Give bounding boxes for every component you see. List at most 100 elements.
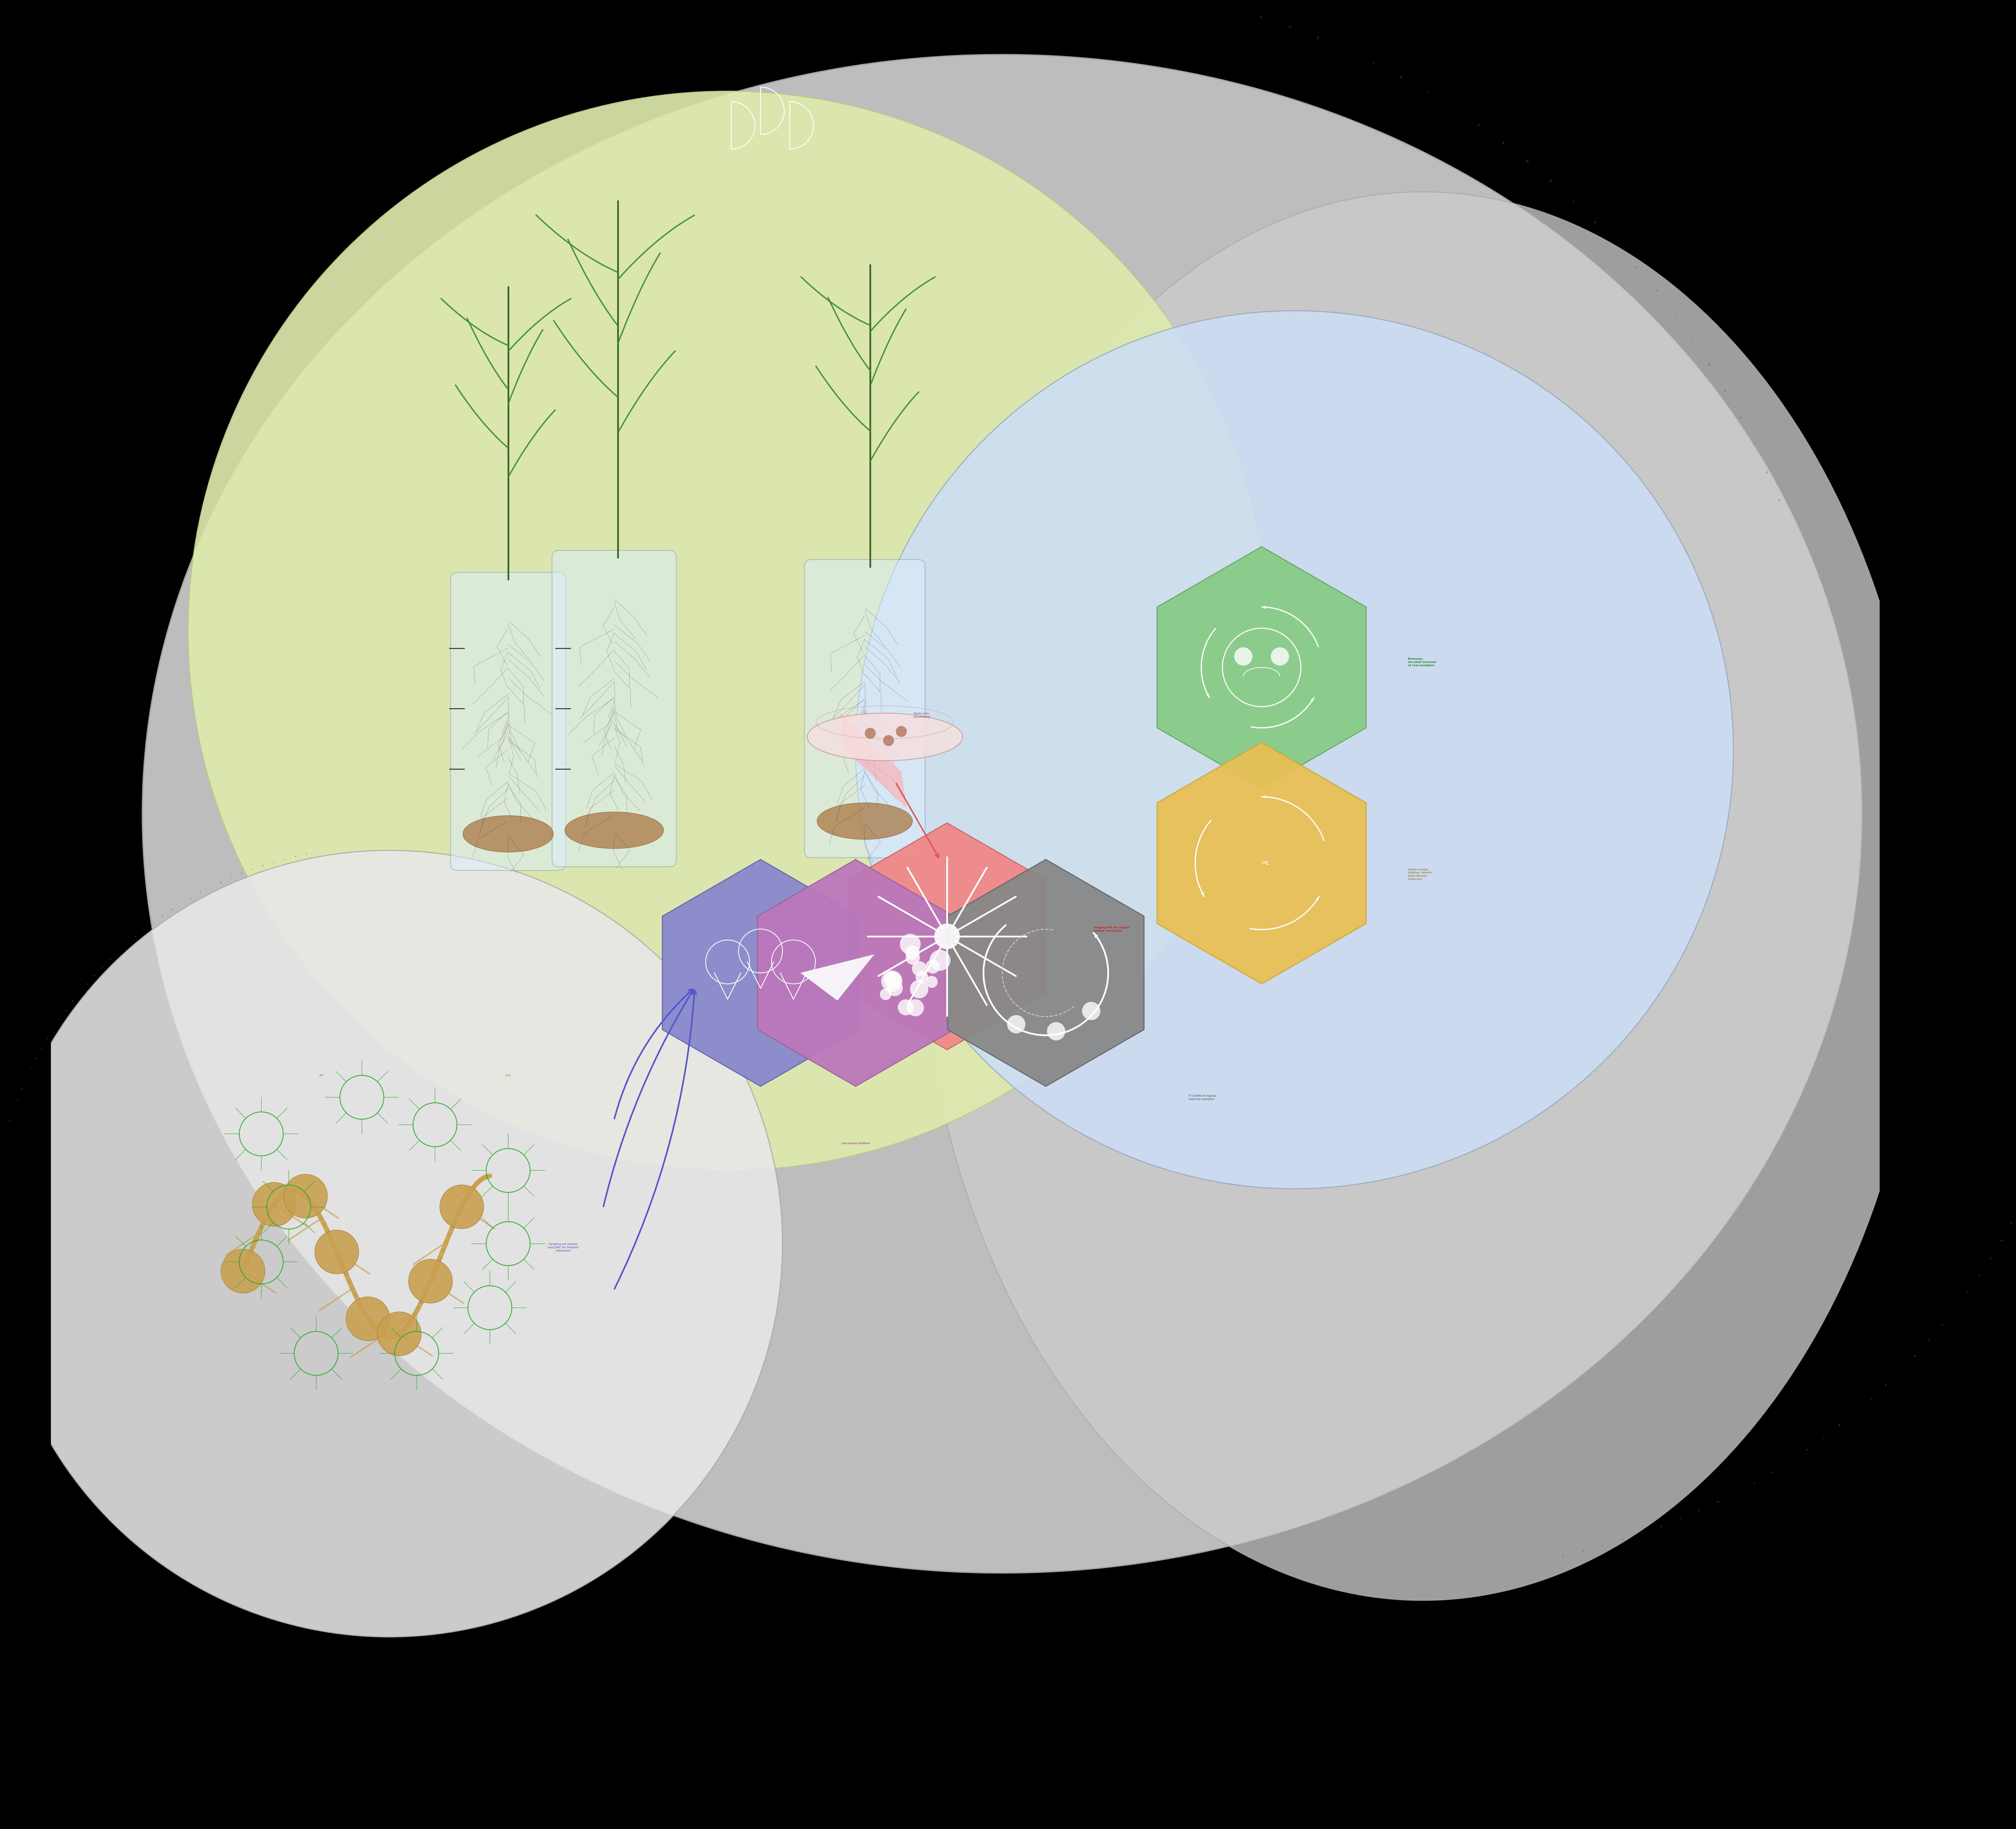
Text: s: s — [40, 1048, 42, 1050]
Text: f: f — [1373, 62, 1375, 64]
Circle shape — [915, 971, 927, 984]
Text: o: o — [87, 982, 89, 986]
Circle shape — [252, 1183, 296, 1227]
Text: b: b — [2000, 1238, 2002, 1242]
Circle shape — [439, 1185, 484, 1229]
Text: Imaging-MS for higher
spatial resolution: Imaging-MS for higher spatial resolution — [1093, 925, 1129, 933]
Circle shape — [409, 1260, 452, 1304]
Text: FT ICR-MS for highest
chemical resolution: FT ICR-MS for highest chemical resolutio… — [1189, 1094, 1216, 1101]
Text: v: v — [125, 942, 127, 946]
Circle shape — [187, 91, 1268, 1171]
Text: s: s — [101, 966, 103, 968]
Text: r: r — [1869, 1397, 1873, 1399]
Circle shape — [314, 1231, 359, 1275]
Circle shape — [899, 935, 921, 955]
Circle shape — [909, 980, 927, 999]
Text: Stable isotope
labeling: identify
plant derived
molecules: Stable isotope labeling: identify plant … — [1407, 869, 1431, 880]
FancyBboxPatch shape — [450, 572, 566, 871]
Text: rth3: rth3 — [506, 1074, 512, 1077]
FancyBboxPatch shape — [552, 551, 677, 867]
Text: c: c — [1641, 1531, 1643, 1535]
Text: o: o — [1399, 75, 1401, 79]
Text: WT: WT — [319, 1074, 325, 1077]
Text: s: s — [1478, 123, 1480, 126]
Circle shape — [887, 973, 901, 986]
Text: l: l — [1572, 199, 1574, 203]
Text: g: g — [1839, 1423, 1841, 1427]
Text: i: i — [1752, 443, 1756, 446]
Circle shape — [925, 960, 939, 973]
Text: u: u — [1621, 1538, 1623, 1540]
Text: o: o — [1697, 1509, 1699, 1511]
Circle shape — [905, 946, 919, 960]
Circle shape — [879, 989, 891, 1000]
Text: d: d — [71, 1000, 75, 1002]
Text: a: a — [1502, 141, 1504, 144]
Text: o: o — [1988, 1257, 1992, 1258]
Text: f: f — [1752, 1481, 1756, 1483]
Text: T: T — [8, 1119, 12, 1121]
Circle shape — [865, 728, 875, 739]
Text: n: n — [1776, 499, 1780, 501]
Text: v: v — [58, 1019, 60, 1021]
Text: o: o — [1885, 1383, 1887, 1386]
Text: o: o — [1764, 470, 1768, 474]
Text: i: i — [1855, 1410, 1857, 1414]
Text: ¹³C: ¹³C — [1262, 861, 1270, 865]
Text: h: h — [1927, 1339, 1929, 1341]
Polygon shape — [849, 823, 1044, 1050]
Text: u: u — [1978, 1273, 1980, 1277]
Text: p: p — [220, 882, 222, 883]
Text: e: e — [1913, 1353, 1917, 1357]
Circle shape — [1234, 647, 1252, 666]
Polygon shape — [1157, 743, 1367, 984]
Polygon shape — [841, 713, 907, 808]
Circle shape — [855, 311, 1734, 1189]
Text: e: e — [1593, 221, 1597, 225]
Text: e: e — [20, 1088, 24, 1090]
Text: e: e — [1581, 1549, 1585, 1551]
Text: o: o — [1653, 289, 1657, 293]
Text: Low volume workflow: Low volume workflow — [841, 1141, 869, 1145]
Circle shape — [222, 1249, 264, 1293]
Polygon shape — [948, 860, 1143, 1086]
Text: i: i — [1822, 1436, 1824, 1439]
Text: o: o — [190, 896, 192, 900]
Text: a: a — [2010, 1222, 2012, 1224]
Polygon shape — [663, 860, 859, 1086]
Text: c: c — [1635, 265, 1639, 269]
Text: e: e — [65, 1010, 67, 1011]
Text: t: t — [1966, 1291, 1968, 1293]
Polygon shape — [758, 860, 954, 1086]
Circle shape — [933, 924, 960, 949]
Circle shape — [929, 949, 950, 971]
Circle shape — [905, 951, 919, 966]
Text: o: o — [1770, 1471, 1772, 1472]
Text: r: r — [1425, 90, 1429, 93]
Text: o: o — [161, 914, 163, 916]
Circle shape — [887, 980, 903, 997]
Polygon shape — [800, 955, 873, 1000]
Polygon shape — [1157, 547, 1367, 788]
Text: n: n — [171, 909, 173, 911]
Circle shape — [1008, 1015, 1026, 1033]
Text: e: e — [1659, 1524, 1663, 1527]
Text: t: t — [1941, 1322, 1943, 1326]
Text: Sampling soil solution
using MSC for temporal
information: Sampling soil solution using MSC for tem… — [548, 1244, 579, 1251]
Text: m: m — [1524, 159, 1530, 163]
Circle shape — [897, 999, 913, 1015]
Circle shape — [347, 1297, 389, 1341]
Circle shape — [883, 735, 893, 746]
Circle shape — [895, 726, 907, 737]
Text: m: m — [16, 1097, 18, 1101]
Circle shape — [1270, 647, 1288, 666]
Circle shape — [911, 962, 927, 977]
Text: l: l — [1691, 338, 1693, 340]
Text: C: C — [1288, 26, 1290, 29]
Circle shape — [925, 977, 937, 988]
Text: p: p — [1548, 179, 1552, 183]
Text: e: e — [34, 1057, 38, 1059]
Ellipse shape — [143, 55, 1861, 1573]
Text: c: c — [1724, 390, 1726, 393]
Circle shape — [1046, 1022, 1064, 1041]
